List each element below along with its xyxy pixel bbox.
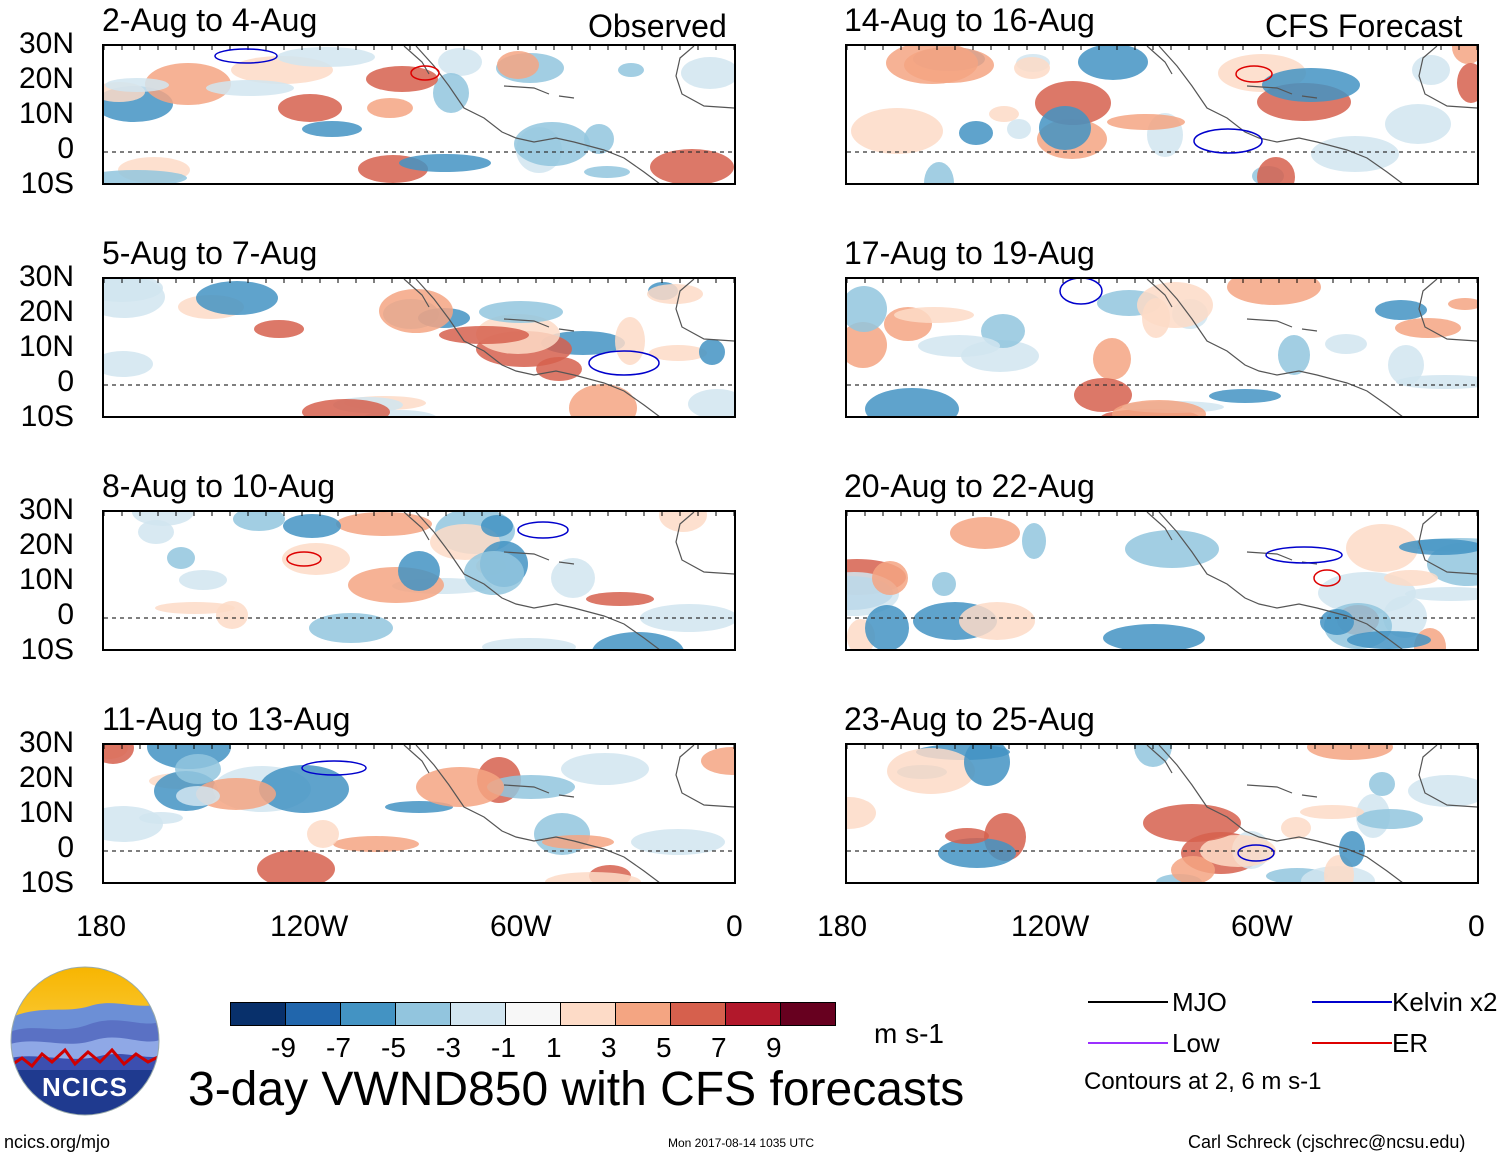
anomaly-field (847, 279, 1477, 416)
main-title: 3-day VWND850 with CFS forecasts (188, 1063, 965, 1116)
colorbar-swatch (505, 1002, 561, 1026)
map-panel-forecast-2 (845, 277, 1479, 418)
colorbar-tick: 7 (711, 1032, 727, 1063)
colorbar-swatch (615, 1002, 671, 1026)
colorbar-tick: -3 (436, 1032, 461, 1063)
lon-label: 120W (1011, 910, 1090, 943)
map-panel-forecast-3 (845, 510, 1479, 651)
lat-label: 0 (57, 598, 74, 631)
panel-title: 5-Aug to 7-Aug (102, 235, 318, 271)
anomaly-field (851, 46, 1477, 183)
lat-label: 20N (18, 295, 74, 328)
lat-label: 10N (18, 330, 74, 363)
map-field (104, 46, 734, 183)
map-field (847, 279, 1477, 416)
legend-low-label: Low (1172, 1028, 1220, 1058)
lat-label: 30N (18, 493, 74, 526)
map-field (104, 279, 734, 416)
colorbar-swatch (560, 1002, 616, 1026)
panel-title: 20-Aug to 22-Aug (844, 468, 1095, 504)
colorbar-tick: -7 (326, 1032, 351, 1063)
anomaly-field (847, 745, 1477, 882)
legend-er-line (1312, 1042, 1392, 1044)
panel-title: 17-Aug to 19-Aug (844, 235, 1095, 271)
lat-label: 30N (18, 260, 74, 293)
map-field (847, 46, 1477, 183)
lon-label: 60W (490, 910, 552, 943)
lat-label: 10S (20, 400, 74, 433)
colorbar-swatch (725, 1002, 781, 1026)
colorbar-tick: 9 (766, 1032, 782, 1063)
observed-label: Observed (588, 8, 727, 44)
colorbar-tick: 5 (656, 1032, 672, 1063)
lat-label: 10S (20, 633, 74, 666)
colorbar-swatch (780, 1002, 836, 1026)
lat-label: 10S (20, 866, 74, 899)
lat-label: 0 (57, 132, 74, 165)
lon-label: 120W (270, 910, 349, 943)
map-panel-observed-2 (102, 277, 736, 418)
contour-note: Contours at 2, 6 m s-1 (1084, 1068, 1322, 1095)
colorbar-units: m s-1 (874, 1018, 944, 1049)
colorbar-tick: 3 (601, 1032, 617, 1063)
lon-label: 180 (76, 910, 127, 943)
footer-credit: Carl Schreck (cjschrec@ncsu.edu) (1188, 1132, 1466, 1152)
lat-label: 30N (18, 27, 74, 60)
colorbar-swatch (450, 1002, 506, 1026)
panel-title: 2-Aug to 4-Aug (102, 2, 318, 38)
panel-title: 11-Aug to 13-Aug (102, 701, 351, 737)
lon-label: 0 (726, 910, 743, 943)
colorbar-swatch (230, 1002, 286, 1026)
lat-label: 20N (18, 528, 74, 561)
lon-label: 60W (1231, 910, 1293, 943)
footer-url: ncics.org/mjo (4, 1132, 111, 1152)
map-panel-observed-1 (102, 44, 736, 185)
colorbar-swatch (285, 1002, 341, 1026)
map-panel-forecast-1 (845, 44, 1479, 185)
lat-label: 0 (57, 831, 74, 864)
legend-er-label: ER (1392, 1028, 1429, 1058)
lat-label: 10N (18, 796, 74, 829)
lat-label: 20N (18, 761, 74, 794)
anomaly-field (104, 745, 734, 882)
map-field (847, 512, 1477, 649)
lat-label: 30N (18, 726, 74, 759)
map-field (847, 745, 1477, 882)
lat-label: 10S (20, 167, 74, 200)
lon-label: 180 (817, 910, 868, 943)
panel-title: 14-Aug to 16-Aug (844, 2, 1095, 38)
colorbar-tick: -5 (381, 1032, 406, 1063)
map-field (104, 745, 734, 882)
lat-label: 20N (18, 62, 74, 95)
colorbar-tick: -9 (271, 1032, 296, 1063)
colorbar-tick: 1 (546, 1032, 562, 1063)
lon-label: 0 (1468, 910, 1485, 943)
colorbar-swatch (340, 1002, 396, 1026)
panel-title: 23-Aug to 25-Aug (844, 701, 1095, 737)
colorbar-swatch (395, 1002, 451, 1026)
lat-label: 10N (18, 97, 74, 130)
colorbar-tick: -1 (491, 1032, 516, 1063)
anomaly-field (104, 279, 734, 416)
legend-mjo-label: MJO (1172, 987, 1227, 1017)
anomaly-field (104, 47, 734, 183)
anomaly-field (847, 517, 1477, 649)
map-panel-observed-4 (102, 743, 736, 884)
map-panel-forecast-4 (845, 743, 1479, 884)
legend-mjo-line (1088, 1001, 1168, 1003)
forecast-label: CFS Forecast (1265, 8, 1463, 44)
lat-label: 0 (57, 365, 74, 398)
colorbar-swatch (670, 1002, 726, 1026)
panel-title: 8-Aug to 10-Aug (102, 468, 336, 504)
legend-low-line (1088, 1042, 1168, 1044)
ncics-logo: NCICS (10, 966, 160, 1116)
logo-text: NCICS (42, 1072, 128, 1102)
lat-label: 10N (18, 563, 74, 596)
legend-kelvin-line (1312, 1001, 1392, 1003)
footer-timestamp: Mon 2017-08-14 1035 UTC (668, 1136, 815, 1150)
map-field (104, 512, 734, 649)
map-panel-observed-3 (102, 510, 736, 651)
legend-kelvin-label: Kelvin x2 (1392, 987, 1498, 1017)
anomaly-field (132, 512, 734, 649)
